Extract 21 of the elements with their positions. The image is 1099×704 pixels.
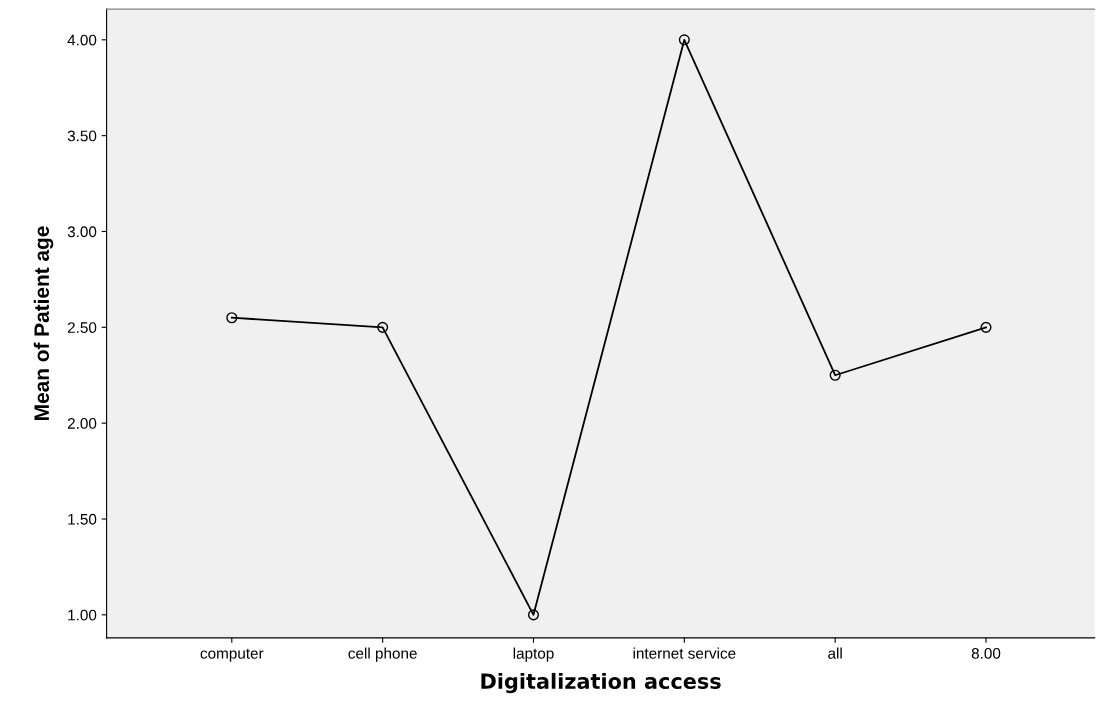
- y-tick-label: 3.50: [67, 130, 97, 142]
- x-axis-title: Digitalization access: [481, 672, 721, 694]
- point: [527, 609, 540, 621]
- y-tick-label: 4.00: [67, 34, 97, 46]
- x-tick-label: computer: [200, 648, 264, 662]
- y-tick-label: 2.50: [67, 322, 97, 334]
- x-tick-label: laptop: [513, 647, 554, 662]
- x-tick-label: 8.00: [971, 647, 1001, 659]
- point: [377, 321, 389, 333]
- point: [678, 34, 690, 46]
- y-tick-label: 2.00: [67, 418, 97, 429]
- x-tick-label: all: [828, 647, 842, 659]
- x-tick-label: internet service: [633, 647, 736, 659]
- point: [980, 321, 992, 333]
- y-axis-title: Mean of Patient age: [33, 226, 54, 420]
- point: [829, 369, 841, 381]
- y-tick-label: 1.50: [68, 513, 97, 525]
- x-tick-label: cell phone: [348, 647, 417, 662]
- point: [226, 312, 238, 324]
- y-tick-label: 1.00: [68, 609, 97, 621]
- y-tick-label: 3.00: [67, 226, 97, 238]
